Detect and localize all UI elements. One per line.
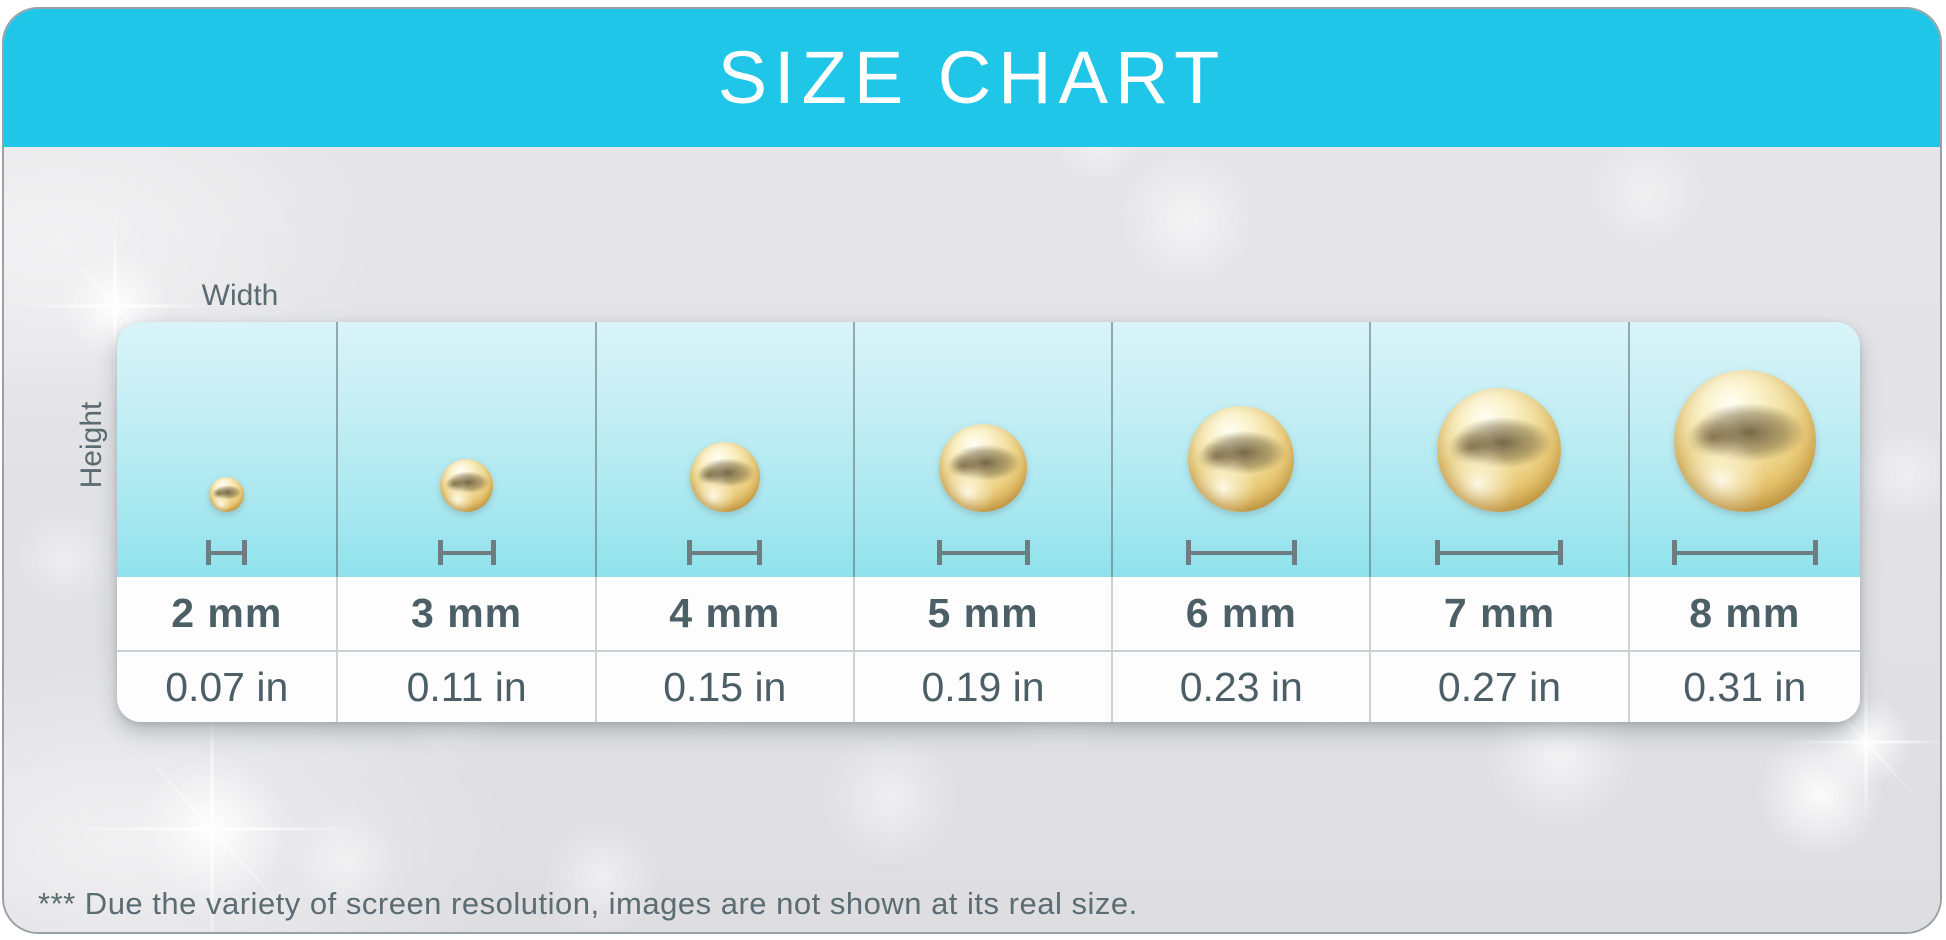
gold-bead-image: [689, 442, 760, 512]
size-mm-value: 2 mm: [117, 577, 337, 650]
size-table: 2 mm 0.07 in 3 mm 0.11 in 4 mm 0.15 in: [117, 322, 1860, 722]
page-title: SIZE CHART: [717, 36, 1227, 119]
bead-cell: [1111, 322, 1370, 577]
size-mm-value: 4 mm: [594, 577, 853, 650]
size-mm-value: 8 mm: [1627, 577, 1860, 650]
gold-bead-image: [1437, 388, 1562, 512]
width-bracket-icon: [936, 540, 1030, 565]
size-in-value: 0.11 in: [336, 650, 595, 722]
width-bracket-icon: [1435, 540, 1564, 565]
width-bracket-icon: [687, 540, 763, 565]
size-in-value: 0.15 in: [594, 650, 853, 722]
size-in-value: 0.27 in: [1369, 650, 1628, 722]
size-column-4mm: 4 mm 0.15 in: [594, 322, 853, 722]
size-mm-value: 6 mm: [1111, 577, 1370, 650]
size-in-value: 0.07 in: [117, 650, 337, 722]
bead-cell: [852, 322, 1112, 577]
width-bracket-icon: [1671, 540, 1818, 565]
size-column-8mm: 8 mm 0.31 in: [1627, 322, 1860, 722]
size-mm-value: 3 mm: [336, 577, 595, 650]
size-in-value: 0.23 in: [1111, 650, 1370, 722]
footnote: *** Due the variety of screen resolution…: [38, 886, 1138, 921]
size-in-value: 0.19 in: [852, 650, 1112, 722]
width-bracket-icon: [437, 540, 496, 565]
gold-bead-image: [209, 477, 245, 512]
header-banner: SIZE CHART: [4, 9, 1940, 147]
frame: SIZE CHART Width Height 2 mm 0.07 in 3 m…: [2, 7, 1942, 934]
bead-cell: [336, 322, 595, 577]
bead-cell: [1627, 322, 1860, 577]
gold-bead-image: [1188, 406, 1295, 512]
size-mm-value: 5 mm: [852, 577, 1112, 650]
bead-cell: [1369, 322, 1628, 577]
bead-cell: [117, 322, 337, 577]
width-axis-label: Width: [201, 279, 279, 312]
gold-bead-image: [939, 424, 1028, 512]
size-in-value: 0.31 in: [1627, 650, 1860, 722]
width-bracket-icon: [206, 540, 248, 565]
height-axis-label: Height: [75, 401, 108, 489]
gold-bead-image: [440, 459, 494, 512]
gold-bead-image: [1673, 370, 1816, 512]
size-mm-value: 7 mm: [1369, 577, 1628, 650]
size-column-6mm: 6 mm 0.23 in: [1111, 322, 1370, 722]
size-column-3mm: 3 mm 0.11 in: [336, 322, 595, 722]
bead-cell: [594, 322, 853, 577]
size-column-5mm: 5 mm 0.19 in: [852, 322, 1112, 722]
size-column-7mm: 7 mm 0.27 in: [1369, 322, 1628, 722]
width-bracket-icon: [1185, 540, 1297, 565]
size-column-2mm: 2 mm 0.07 in: [117, 322, 337, 722]
